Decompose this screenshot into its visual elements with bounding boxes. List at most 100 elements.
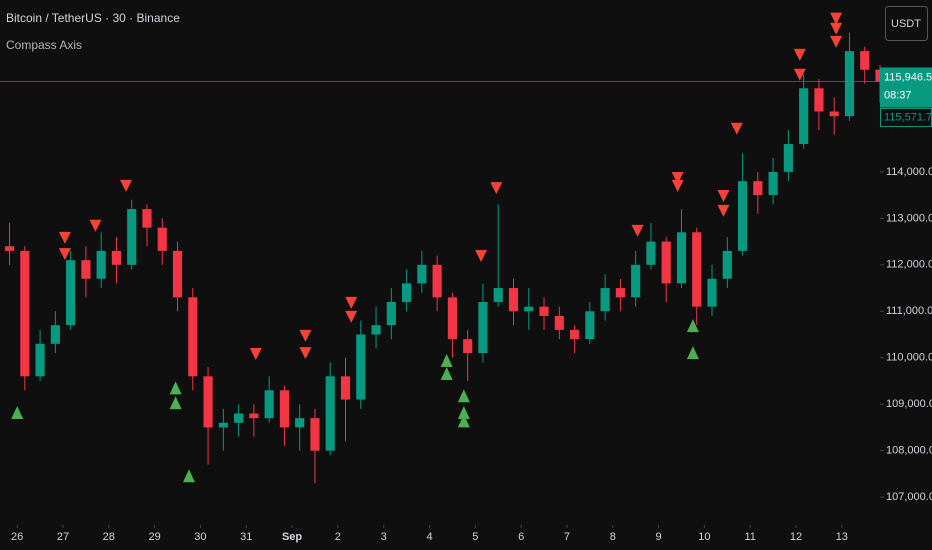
candle-body — [218, 422, 228, 428]
candle-body — [799, 88, 809, 145]
candle-body — [463, 339, 473, 354]
x-tick-label: 26 — [11, 531, 23, 543]
sell-signal — [345, 310, 358, 323]
candle-body — [707, 278, 717, 307]
candle-body — [478, 301, 488, 354]
candle-body — [768, 171, 778, 196]
sell-signal — [717, 190, 730, 203]
candle-body — [737, 181, 748, 251]
candle-body — [676, 232, 687, 284]
x-tick-label: 29 — [148, 531, 160, 543]
candle-body — [203, 376, 213, 428]
candle-body — [447, 297, 457, 340]
candle-body — [188, 297, 198, 377]
buy-signal — [440, 367, 453, 381]
candle-body — [569, 329, 580, 340]
candle-body — [4, 246, 15, 251]
indicator-name: Compass Axis — [6, 38, 82, 52]
sell-signal — [345, 296, 358, 309]
candle-body — [860, 51, 870, 70]
candle-body — [753, 181, 763, 196]
sell-signal — [717, 204, 730, 217]
last-price-label: 115,946.50 — [884, 71, 932, 83]
y-tick-label: 107,000.00 — [886, 491, 932, 503]
x-tick-label: 8 — [610, 531, 616, 543]
candle-body — [814, 88, 824, 112]
candle-body — [783, 144, 793, 172]
candle-body — [646, 241, 656, 265]
candle-body — [600, 288, 610, 312]
buy-signal — [686, 319, 699, 333]
buy-signal — [457, 389, 470, 403]
chart-title: Bitcoin / TetherUS · 30 · Binance — [6, 11, 180, 25]
sell-signal — [299, 329, 312, 342]
plot — [4, 32, 885, 484]
buy-signal — [440, 353, 453, 367]
candle-body — [402, 283, 412, 302]
candle-body — [310, 418, 320, 451]
indicator-price-label: 115,571.78 — [884, 111, 932, 123]
candle-body — [554, 315, 564, 330]
sell-signal — [830, 12, 843, 25]
buy-signal — [169, 381, 182, 395]
candle-body — [432, 264, 442, 298]
y-tick-label: 112,000.00 — [886, 259, 932, 271]
candle-body — [661, 241, 671, 284]
candle-body — [493, 288, 503, 302]
candle-body — [844, 51, 855, 117]
buy-signal — [457, 414, 470, 428]
candle-body — [111, 250, 122, 265]
candle-body — [508, 288, 519, 312]
buy-signal — [457, 406, 470, 420]
candle-body — [524, 306, 534, 312]
sell-signal — [490, 182, 503, 195]
x-tick-label: 10 — [698, 531, 710, 543]
candle-body — [295, 418, 305, 428]
sell-signal — [58, 231, 71, 244]
sell-signal — [793, 68, 806, 81]
candle-body — [585, 311, 595, 340]
currency-button[interactable] — [885, 6, 928, 41]
buy-signal — [686, 346, 699, 360]
x-tick-label: Sep — [282, 531, 302, 543]
x-tick-label: 30 — [194, 531, 206, 543]
y-tick-label: 110,000.00 — [886, 352, 932, 364]
x-tick-label: 12 — [790, 531, 802, 543]
last-price-box — [880, 67, 932, 108]
x-tick-label: 28 — [103, 531, 115, 543]
candle-body — [615, 288, 625, 298]
candle-body — [279, 390, 290, 428]
candle-body — [264, 390, 274, 419]
sell-signal — [730, 122, 743, 135]
buy-signal — [169, 396, 182, 410]
x-tick-label: 5 — [472, 531, 478, 543]
sell-signal — [631, 224, 644, 237]
candle-body — [539, 306, 549, 316]
candle-body — [35, 343, 45, 377]
y-tick-label: 114,000.00 — [886, 166, 932, 178]
x-tick-label: 3 — [381, 531, 387, 543]
candle-body — [157, 227, 167, 251]
candle-body — [386, 301, 396, 326]
candle-body — [142, 209, 152, 228]
sell-signal — [671, 171, 684, 184]
candle-body — [20, 250, 30, 377]
sell-signal — [793, 48, 806, 61]
candle-body — [66, 260, 76, 326]
buy-signal — [11, 406, 24, 420]
y-tick-label: 108,000.00 — [886, 445, 932, 457]
candle-body — [325, 376, 335, 451]
candle-body — [96, 250, 106, 279]
x-tick-label: 9 — [656, 531, 662, 543]
x-tick-label: 11 — [744, 531, 755, 543]
candle-body — [356, 334, 366, 400]
candle-body — [371, 325, 381, 335]
candle-body — [631, 264, 641, 298]
sell-signal — [671, 179, 684, 192]
candle-body — [417, 264, 427, 284]
candle-body — [340, 376, 351, 400]
x-tick-label: 13 — [836, 531, 848, 543]
